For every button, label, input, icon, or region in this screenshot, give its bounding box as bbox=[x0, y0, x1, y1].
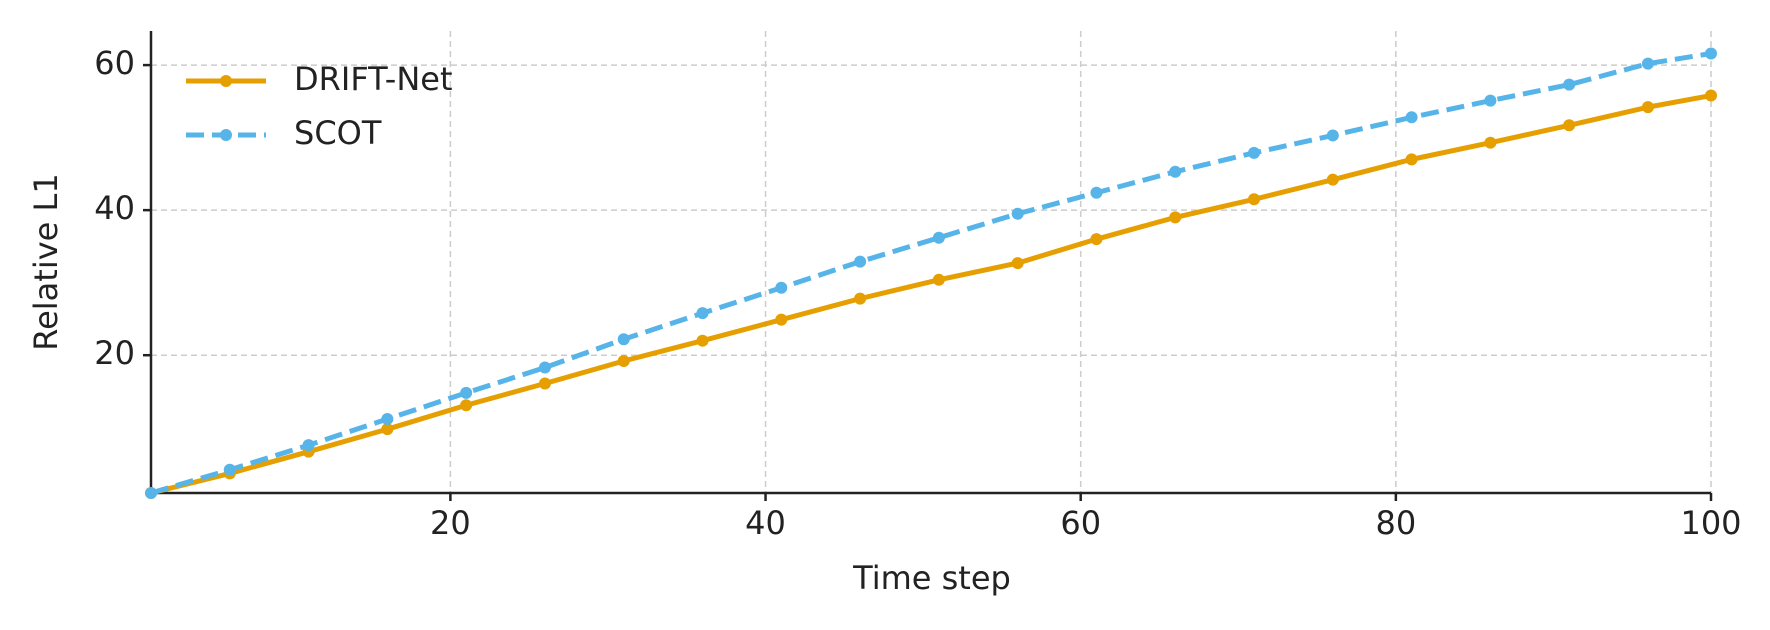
data-point bbox=[1248, 193, 1261, 206]
data-point bbox=[1563, 119, 1576, 132]
data-point bbox=[1248, 146, 1261, 159]
data-point bbox=[1011, 207, 1024, 220]
y-axis-label: Relative L1 bbox=[27, 173, 65, 350]
data-point bbox=[145, 487, 157, 499]
data-point bbox=[775, 313, 788, 326]
data-point bbox=[1705, 47, 1717, 60]
data-point bbox=[696, 334, 709, 347]
data-point bbox=[617, 333, 630, 346]
data-point bbox=[460, 399, 473, 412]
data-point bbox=[1011, 257, 1024, 270]
x-tick-label: 80 bbox=[1375, 504, 1416, 542]
data-point bbox=[381, 423, 394, 436]
data-point bbox=[932, 273, 945, 286]
data-point bbox=[460, 386, 473, 399]
data-point bbox=[1090, 186, 1103, 199]
data-point bbox=[854, 292, 867, 305]
data-point bbox=[932, 231, 945, 244]
x-axis-label: Time step bbox=[852, 559, 1011, 597]
data-point bbox=[381, 413, 394, 426]
data-point bbox=[854, 255, 867, 268]
data-point bbox=[1641, 57, 1654, 70]
data-point bbox=[1484, 94, 1497, 107]
y-tick-label: 40 bbox=[94, 189, 135, 227]
data-point bbox=[696, 307, 709, 320]
data-point bbox=[1641, 101, 1654, 114]
y-tick-label: 60 bbox=[94, 44, 135, 82]
legend-marker bbox=[220, 129, 232, 141]
data-point bbox=[617, 355, 630, 367]
legend-marker bbox=[220, 75, 232, 87]
data-point bbox=[1169, 211, 1182, 224]
series-line bbox=[150, 51, 1712, 496]
data-point bbox=[1405, 111, 1418, 124]
data-point bbox=[1705, 89, 1717, 102]
data-point bbox=[775, 281, 788, 294]
legend-label: SCOT bbox=[294, 114, 382, 152]
data-point bbox=[538, 361, 551, 374]
y-tick-label: 20 bbox=[94, 334, 135, 372]
x-tick-label: 100 bbox=[1680, 504, 1741, 542]
data-point bbox=[1169, 165, 1182, 178]
data-point bbox=[1484, 136, 1497, 149]
data-point bbox=[1405, 153, 1418, 166]
data-point bbox=[538, 377, 551, 390]
data-point bbox=[223, 463, 236, 476]
x-tick-label: 20 bbox=[430, 504, 471, 542]
data-point bbox=[1326, 129, 1339, 142]
data-point bbox=[1563, 78, 1576, 91]
data-point bbox=[1090, 233, 1103, 246]
data-point bbox=[302, 439, 315, 452]
x-tick-label: 40 bbox=[745, 504, 786, 542]
x-tick-label: 60 bbox=[1060, 504, 1101, 542]
data-point bbox=[1326, 173, 1339, 186]
legend-label: DRIFT-Net bbox=[294, 60, 452, 98]
